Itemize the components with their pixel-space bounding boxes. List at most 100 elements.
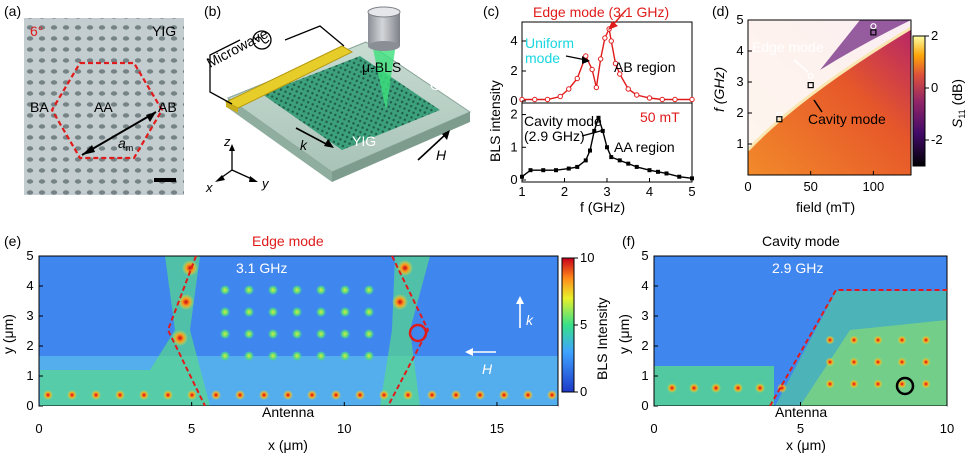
- data-point: [625, 86, 631, 92]
- panel-e-title: Edge mode: [252, 233, 324, 249]
- x-tick-label: 15: [490, 421, 504, 436]
- aa-region-label: AA region: [614, 139, 675, 155]
- yig-label-a: YIG: [152, 23, 176, 39]
- intensity-spot: [733, 383, 743, 393]
- x-tick-label: 3: [603, 184, 610, 199]
- intensity-spot: [921, 379, 931, 389]
- intensity-spot: [220, 329, 230, 339]
- data-point: [597, 56, 604, 62]
- intensity-spot: [316, 329, 326, 339]
- intensity-spot: [897, 357, 907, 367]
- edge-mode-label-d: Edge mode: [752, 39, 824, 55]
- y-tick-label: 0: [510, 172, 517, 187]
- intensity-spot: [316, 307, 326, 317]
- data-point: [617, 71, 623, 77]
- x-tick-label: 50: [803, 179, 817, 194]
- y-tick-label: 0: [26, 398, 33, 413]
- intensity-spot: [667, 383, 677, 393]
- data-point: [596, 115, 601, 120]
- intensity-spot: [292, 351, 302, 361]
- edge-boundary-right: [387, 255, 430, 407]
- y-tick-label: 2: [510, 107, 517, 122]
- scale-bar: [154, 178, 176, 182]
- bls-label: μ-BLS: [362, 59, 401, 75]
- intensity-spot: [244, 351, 254, 361]
- intensity-spot: [187, 390, 197, 400]
- intensity-spot: [825, 357, 835, 367]
- region-aa: AA: [94, 99, 113, 115]
- data-point: [672, 96, 678, 103]
- h-arrow: [417, 133, 447, 161]
- panel-b: (b) Microwave μ-BLS GGG YIG k H: [204, 3, 472, 195]
- ab-region-label: AB region: [614, 59, 675, 75]
- data-point: [605, 145, 609, 150]
- intensity-spot: [340, 285, 350, 295]
- x-tick-label: 100: [863, 179, 885, 194]
- axis-y: y: [261, 176, 270, 191]
- data-point: [608, 38, 614, 44]
- colorbar-d-label: S11 (dB): [949, 79, 967, 128]
- chart-f-ticks: 0 5 10 0 1 2 3 4 5: [641, 248, 954, 436]
- y-tick-label: 3: [641, 308, 648, 323]
- y-tick-label: 4: [736, 43, 743, 58]
- intensity-spot: [547, 390, 557, 400]
- data-point: [626, 161, 631, 166]
- chart-c-ylabel: BLS intensity: [487, 80, 503, 162]
- k-arrow: [295, 127, 331, 147]
- region-ab: AB: [158, 99, 177, 115]
- intensity-spot: [115, 390, 125, 400]
- intensity-spot: [244, 285, 254, 295]
- cbar-tick-label: 0: [580, 384, 587, 399]
- cavity-marker: [870, 29, 877, 36]
- intensity-spot: [268, 329, 278, 339]
- data-point: [617, 158, 622, 163]
- chart-e-xlabel: x (μm): [268, 437, 308, 453]
- intensity-spot: [67, 390, 77, 400]
- intensity-spot: [340, 351, 350, 361]
- chart-f-xlabel: x (μm): [786, 437, 826, 453]
- y-tick-label: 3: [26, 308, 33, 323]
- intensity-spot: [523, 390, 533, 400]
- data-point: [612, 60, 619, 67]
- chart-e-ylabel: y (μm): [0, 314, 16, 354]
- y-tick-label: 4: [641, 278, 648, 293]
- y-tick-label: 0: [641, 398, 648, 413]
- data-point: [656, 169, 660, 174]
- data-point: [554, 168, 558, 173]
- data-point: [593, 84, 600, 91]
- data-point: [528, 168, 533, 173]
- data-point: [689, 96, 695, 103]
- intensity-spot: [316, 351, 326, 361]
- y-tick-label: 1: [26, 368, 33, 383]
- intensity-spot: [307, 390, 317, 400]
- chart-c-title: Edge mode (3.1 GHz): [533, 4, 669, 20]
- intensity-spot: [475, 390, 485, 400]
- x-tick-label: 10: [337, 421, 351, 436]
- intensity-spot: [91, 390, 101, 400]
- yig-label-b: YIG: [352, 133, 376, 149]
- colorbar-d: [912, 35, 926, 167]
- cavity-label-2: (2.9 GHz): [524, 128, 585, 144]
- data-point: [566, 86, 572, 92]
- y-tick-label: 2: [736, 105, 743, 120]
- intensity-spot: [451, 390, 461, 400]
- cbar-tick-label: 10: [580, 250, 594, 265]
- data-point: [634, 92, 640, 98]
- data-point: [592, 128, 597, 133]
- intensity-spot: [897, 335, 907, 345]
- intensity-spot: [220, 307, 230, 317]
- data-point: [588, 148, 592, 153]
- intensity-spot: [235, 390, 245, 400]
- chart-d-ticks: 0 50 100 1 2 3 4 5: [736, 12, 884, 194]
- intensity-spot: [139, 390, 149, 400]
- intensity-spot: [244, 307, 254, 317]
- k-label-e: k: [526, 312, 534, 328]
- x-tick-label: 4: [646, 184, 653, 199]
- intensity-spot: [379, 390, 389, 400]
- intensity-spot: [283, 390, 293, 400]
- intensity-spot: [355, 390, 365, 400]
- panel-a-label: (a): [4, 3, 21, 19]
